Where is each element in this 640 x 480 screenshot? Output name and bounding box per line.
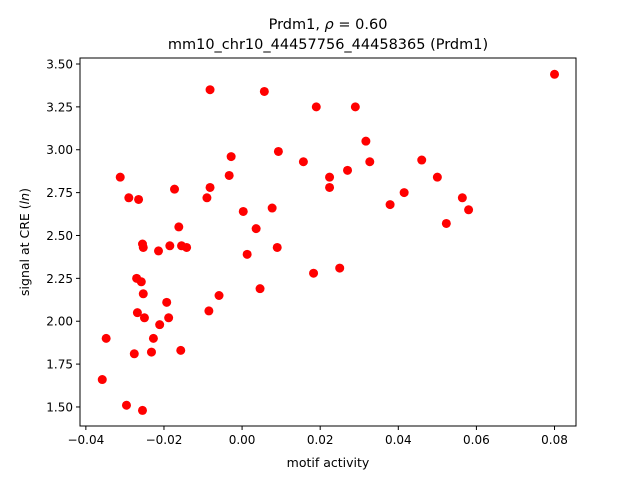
data-point	[242, 249, 252, 259]
y-tick-label: 3.25	[46, 100, 73, 114]
data-point	[205, 182, 215, 192]
data-point	[251, 224, 261, 234]
y-tick-label: 2.75	[46, 186, 73, 200]
data-point	[162, 297, 172, 307]
x-tick-label: 0.06	[463, 433, 490, 447]
data-point	[417, 155, 427, 165]
data-point	[138, 242, 148, 252]
data-point	[134, 194, 144, 204]
y-tick-label: 3.50	[46, 58, 73, 72]
y-tick-label: 1.50	[46, 400, 73, 414]
y-tick-label: 2.00	[46, 315, 73, 329]
y-tick-label: 3.00	[46, 143, 73, 157]
data-point	[350, 102, 360, 112]
data-point	[550, 69, 560, 79]
data-point	[464, 205, 474, 215]
data-point	[214, 291, 224, 301]
data-point	[154, 246, 164, 256]
x-tick-label: 0.04	[385, 433, 412, 447]
chart-title-line2: mm10_chr10_44457756_44458365 (Prdm1)	[168, 37, 488, 53]
data-point	[182, 242, 192, 252]
data-point	[441, 218, 451, 228]
data-point	[311, 102, 321, 112]
data-point	[155, 320, 165, 330]
data-point	[115, 172, 125, 182]
data-point	[170, 184, 180, 194]
data-point	[325, 172, 335, 182]
data-point	[139, 313, 149, 323]
y-tick-label: 2.25	[46, 272, 73, 286]
data-point	[148, 333, 158, 343]
data-point	[101, 333, 111, 343]
data-point	[97, 375, 107, 385]
plot-frame	[79, 57, 577, 427]
data-point	[129, 349, 139, 359]
data-point	[343, 165, 353, 175]
data-point	[432, 172, 442, 182]
x-tick-label: 0.00	[229, 433, 256, 447]
data-point	[267, 203, 277, 213]
data-point	[205, 85, 215, 95]
data-point	[273, 146, 283, 156]
data-point	[272, 242, 282, 252]
data-point	[202, 193, 212, 203]
data-point	[365, 157, 375, 167]
data-point	[361, 136, 371, 146]
data-point	[174, 222, 184, 232]
y-tick-label: 2.50	[46, 229, 73, 243]
data-point	[204, 306, 214, 316]
y-axis-ticks: 1.50 1.75 2.00 2.25 2.50 2.75 3.00 3.25 3.50	[46, 58, 80, 414]
data-point	[124, 193, 134, 203]
data-point	[224, 170, 234, 180]
x-axis-ticks: −0.04 −0.02 0.00 0.02 0.04 0.06 0.08	[67, 426, 568, 447]
data-point	[309, 268, 319, 278]
data-point	[238, 206, 248, 216]
data-point	[165, 241, 175, 251]
data-point	[385, 200, 395, 210]
data-point	[399, 188, 409, 198]
data-point	[138, 289, 148, 299]
data-point	[259, 86, 269, 96]
data-point	[176, 345, 186, 355]
data-point	[121, 400, 131, 410]
x-tick-label: 0.02	[307, 433, 334, 447]
x-tick-label: 0.08	[541, 433, 568, 447]
data-point	[335, 263, 345, 273]
data-points	[97, 69, 560, 415]
data-point	[164, 313, 174, 323]
data-point	[136, 277, 146, 287]
data-point	[226, 152, 236, 162]
chart-title-line1: Prdm1, ρ = 0.60	[269, 17, 388, 33]
data-point	[146, 347, 156, 357]
y-tick-label: 1.75	[46, 358, 73, 372]
x-tick-label: −0.02	[146, 433, 183, 447]
data-point	[325, 182, 335, 192]
data-point	[298, 157, 308, 167]
data-point	[457, 193, 467, 203]
x-tick-label: −0.04	[67, 433, 104, 447]
data-point	[132, 308, 142, 318]
y-axis-label: signal at CRE (ln)	[17, 188, 32, 296]
x-axis-label: motif activity	[287, 455, 370, 470]
data-point	[137, 405, 147, 415]
data-point	[255, 284, 265, 294]
